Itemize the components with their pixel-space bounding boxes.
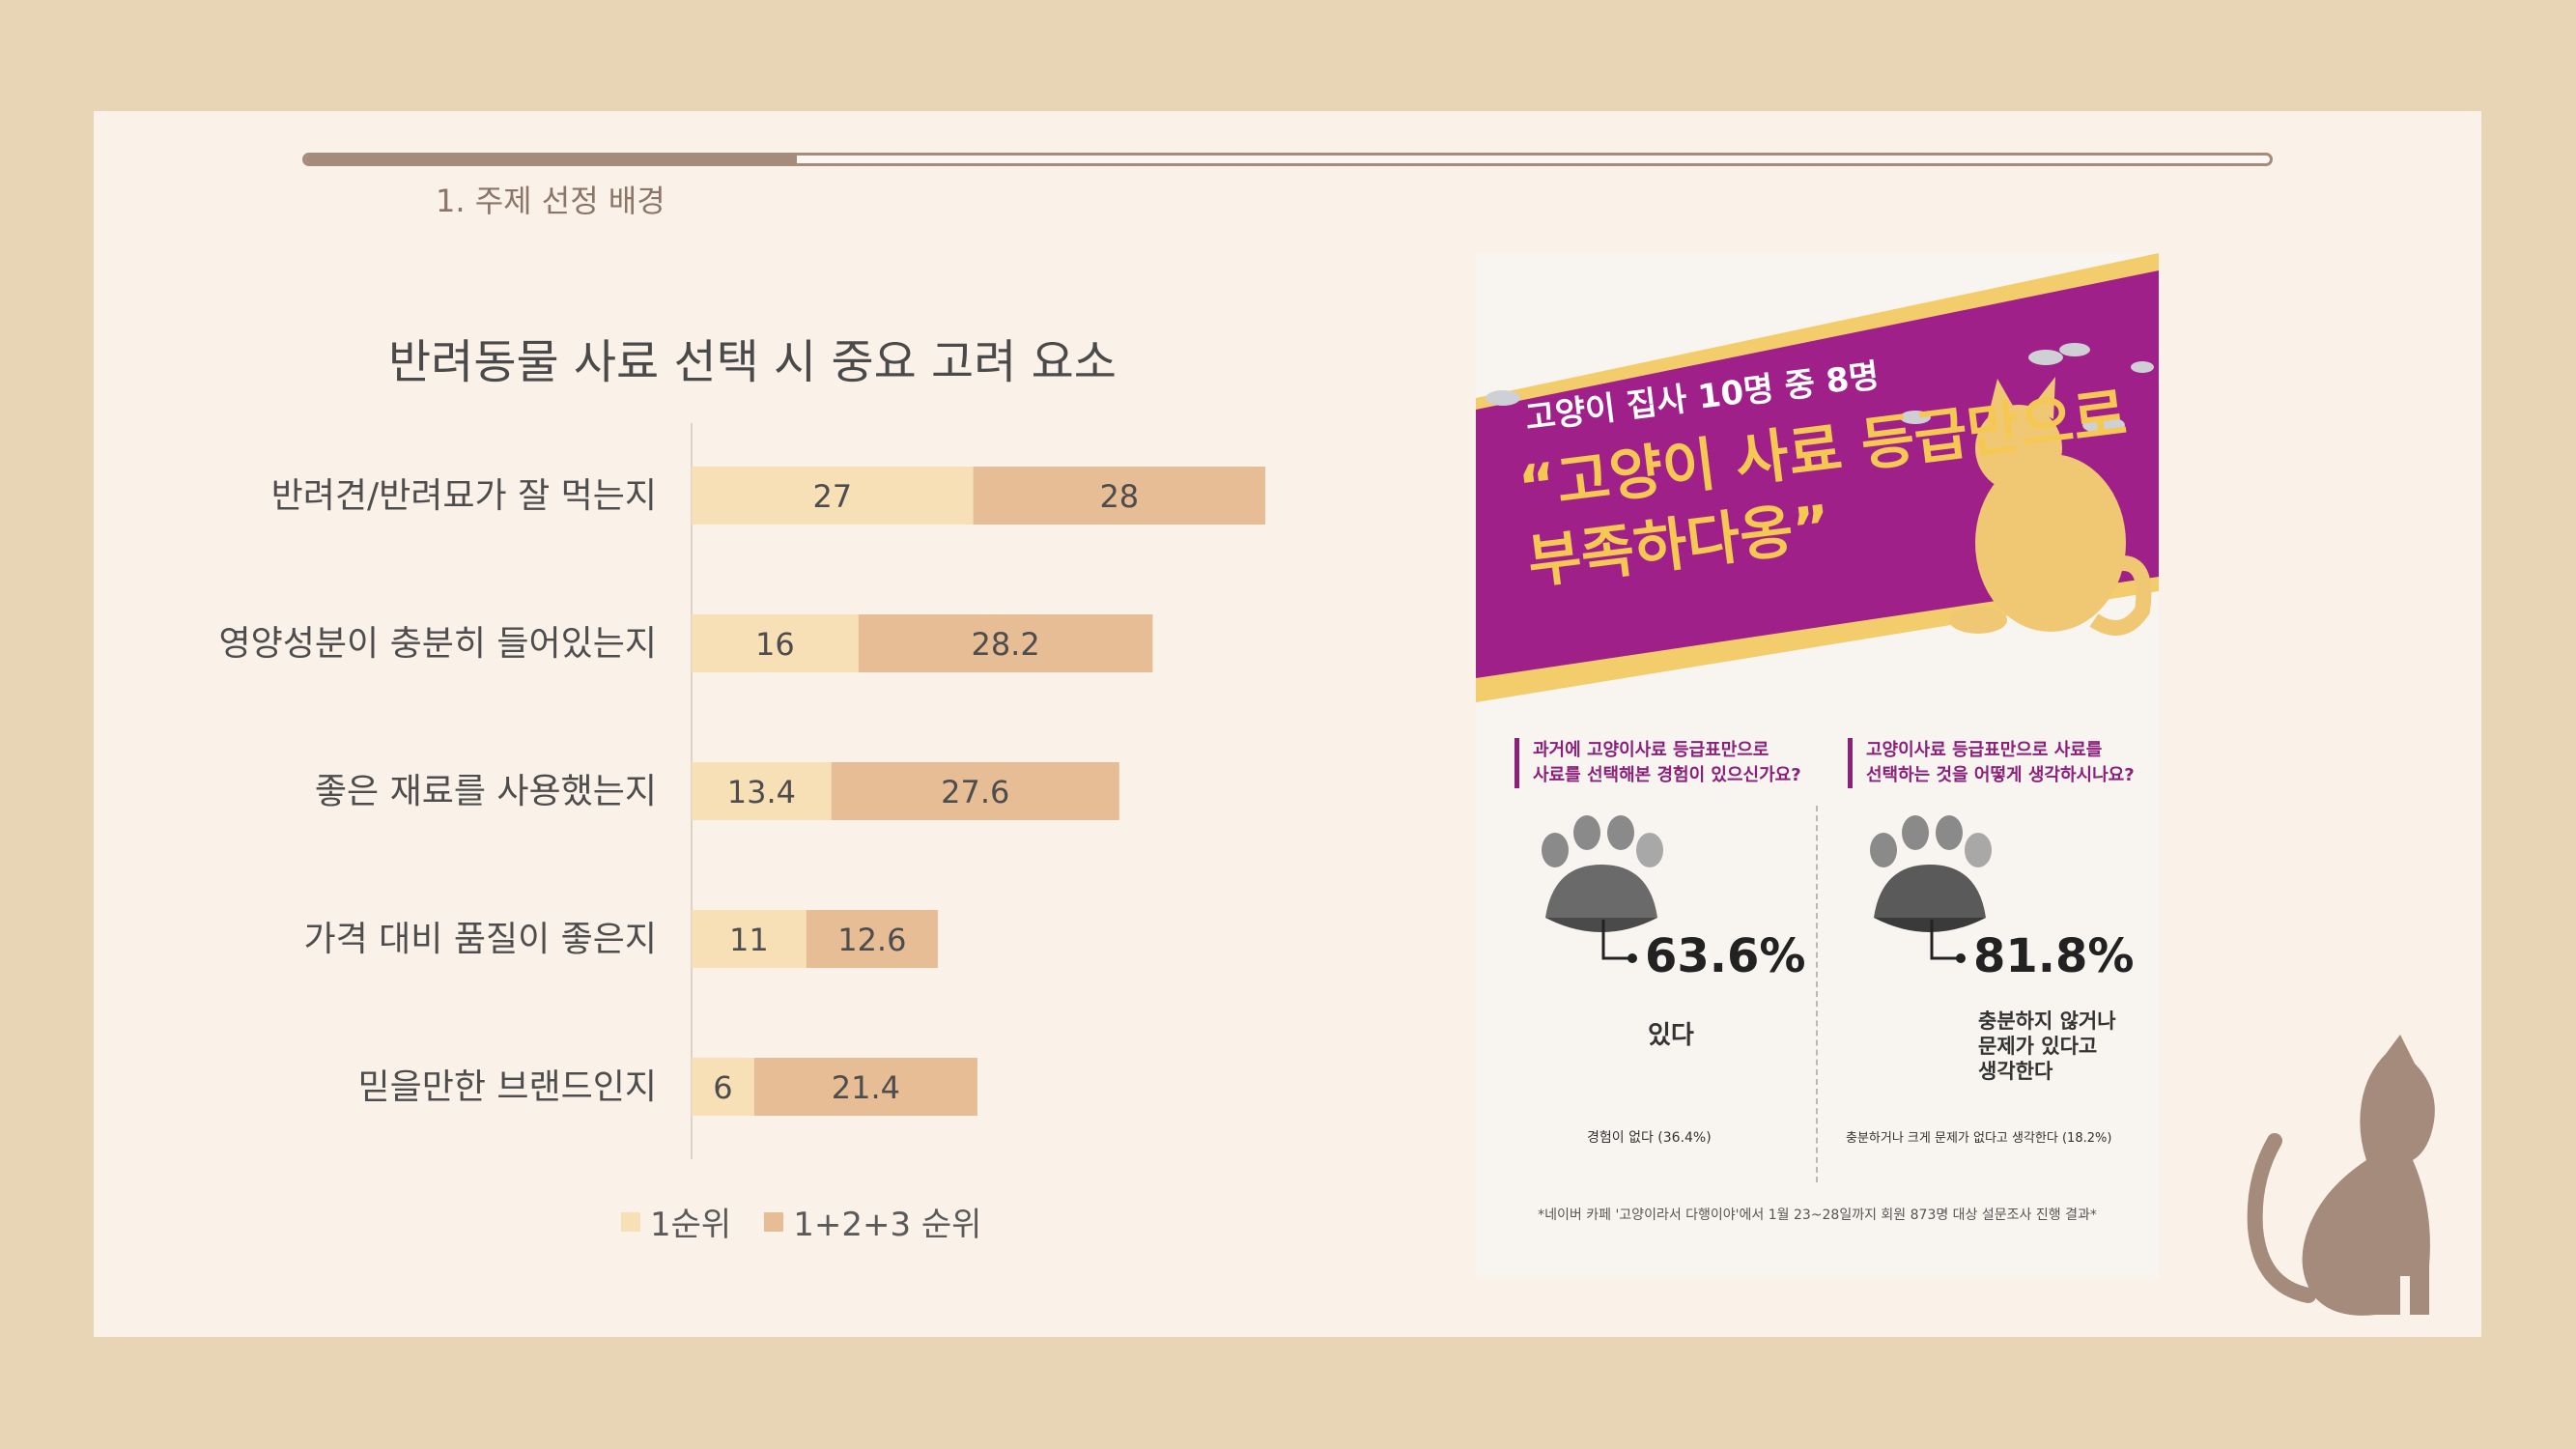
bar-segment-series-0 [692,614,859,672]
infographic-banner [1476,253,2159,702]
bar-segment-series-0 [692,762,832,820]
question-left: 과거에 고양이사료 등급표만으로 사료를 선택해본 경험이 있으신가요? [1514,738,1823,788]
legend-swatch-rank1 [621,1211,640,1232]
category-label: 영양성분이 충분히 들어있는지 [219,624,657,664]
question-left-line2: 사료를 선택해본 경험이 있으신가요? [1533,765,1801,785]
bar-value-label: 28 [1099,478,1139,515]
cat-illustration-icon [1949,377,2152,636]
note-right: 충분하거나 크게 문제가 없다고 생각한다 (18.2%) [1846,1131,2112,1146]
answer-right-line1: 충분하지 않거나 [1978,1009,2116,1033]
paw-right-icon [1870,815,1992,932]
pointer-line-right [1930,920,1966,963]
bar-value-label: 28.2 [971,626,1039,663]
bar-value-label: 16 [755,626,795,663]
category-label: 반려견/반려묘가 잘 먹는지 [271,476,657,516]
category-label: 좋은 재료를 사용했는지 [315,772,657,811]
bar-segment-series-1 [831,762,1119,820]
bar-segment-series-0 [692,910,807,968]
percent-right: 81.8% [1973,929,2135,983]
chart-title: 반려동물 사료 선택 시 중요 고려 요소 [388,335,1117,389]
paw-left-icon [1542,815,1663,932]
legend-label-rank123: 1+2+3 순위 [793,1206,982,1244]
bar-segment-series-1 [806,910,938,968]
answer-left: 있다 [1648,1021,1694,1050]
question-right-line2: 선택하는 것을 어떻게 생각하시나요? [1866,765,2135,785]
category-label: 가격 대비 품질이 좋은지 [303,920,657,959]
answer-right-line2: 문제가 있다고 [1978,1035,2098,1058]
pointer-line-left [1601,920,1637,963]
progress-bar [302,153,2273,166]
question-right-line1: 고양이사료 등급표만으로 사료를 [1866,740,2103,760]
answer-right: 충분하지 않거나 문제가 있다고 생각한다 [1978,1009,2116,1084]
legend-item-rank1: 1순위 [621,1198,731,1245]
cloud-icons [1486,343,2154,434]
bar-value-label: 13.4 [727,774,796,810]
legend-swatch-rank123 [764,1211,784,1232]
answer-right-line3: 생각한다 [1978,1060,2053,1083]
progress-fill [305,156,797,163]
question-right: 고양이사료 등급표만으로 사료를 선택하는 것을 어떻게 생각하시나요? [1848,738,2156,788]
cat-silhouette-icon [2247,1035,2435,1316]
bar-value-label: 27 [812,478,852,515]
bar-value-label: 6 [713,1069,732,1106]
infographic-divider [1816,806,1818,1182]
bar-value-label: 11 [729,922,769,958]
percent-left: 63.6% [1645,929,1806,983]
bar-value-label: 27.6 [941,774,1009,810]
bar-segment-series-1 [858,614,1153,672]
question-left-line1: 과거에 고양이사료 등급표만으로 [1533,740,1769,760]
bar-segment-series-0 [692,1058,754,1116]
legend-label-rank1: 1순위 [650,1206,732,1244]
bar-value-label: 12.6 [837,922,906,958]
bar-segment-series-1 [973,467,1265,525]
bar-segment-series-0 [692,467,974,525]
bar-value-label: 21.4 [832,1069,900,1106]
note-left: 경험이 없다 (36.4%) [1587,1130,1712,1146]
section-label: 1. 주제 선정 배경 [436,183,665,219]
survey-infographic: 고양이 집사 10명 중 8명 “고양이 사료 등급만으로 부족하다옹” 과거에… [1476,253,2159,1278]
bar-segment-series-1 [753,1058,977,1116]
chart-legend: 1순위 1+2+3 순위 [621,1198,1014,1245]
source-note: *네이버 카페 '고양이라서 다행이야'에서 1월 23~28일까지 회원 87… [1538,1208,2097,1223]
category-label: 믿을만한 브랜드인지 [357,1067,657,1107]
legend-item-rank123: 1+2+3 순위 [764,1198,981,1245]
